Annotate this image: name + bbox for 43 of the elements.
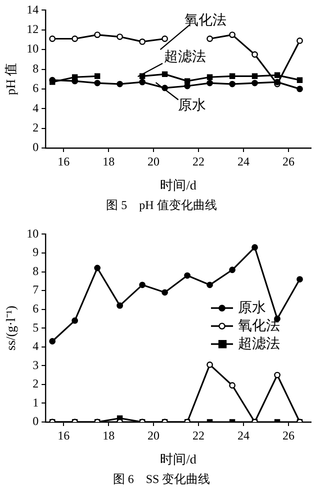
y-tick-label: 0 — [32, 140, 39, 154]
x-tick-label: 26 — [282, 154, 295, 168]
y-tick-label: 6 — [32, 81, 39, 96]
y-tick-label: 14 — [26, 2, 39, 16]
x-tick-label: 20 — [148, 428, 160, 442]
y-tick-label: 8 — [32, 61, 39, 76]
y-tick-label: 12 — [26, 22, 39, 36]
y-tick-label: 4 — [32, 100, 39, 115]
text: 图 5 pH 值变化曲线 — [105, 198, 218, 212]
y-tick-label: 0 — [32, 414, 39, 428]
y-tick-label: 8 — [32, 264, 39, 278]
x-tick-label: 16 — [58, 428, 70, 442]
text: 图 6 SS 变化曲线 — [112, 472, 212, 486]
y-tick-label: 3 — [32, 358, 39, 372]
legend-label: 超滤法 — [164, 49, 206, 66]
legend-label: 原水 — [238, 300, 266, 316]
x-tick-label: 24 — [238, 428, 250, 442]
y-tick-label: 5 — [32, 320, 39, 334]
y-axis-title: pH 值 — [3, 63, 18, 96]
y-tick-label: 10 — [26, 42, 39, 56]
x-tick-label: 24 — [238, 154, 250, 168]
legend-label: 原水 — [178, 97, 206, 114]
legend-label: 超滤法 — [238, 336, 280, 352]
x-tick-label: 18 — [102, 154, 115, 168]
x-tick-label: 22 — [192, 428, 205, 442]
y-tick-label: 9 — [32, 245, 39, 260]
x-axis-title: 时间/d — [160, 178, 197, 193]
x-tick-label: 16 — [58, 154, 70, 168]
x-axis-title: 时间/d — [160, 452, 197, 467]
y-tick-label: 4 — [32, 339, 39, 354]
y-tick-label: 1 — [32, 395, 39, 410]
y-tick-label: 7 — [32, 282, 39, 297]
x-tick-label: 26 — [282, 428, 295, 442]
y-tick-label: 2 — [32, 376, 39, 391]
y-tick-label: 10 — [26, 226, 39, 240]
series-label: 氧化法 — [184, 12, 226, 29]
y-axis-title: ss/(g·l⁻¹) — [3, 306, 18, 350]
x-tick-label: 20 — [148, 154, 160, 168]
x-tick-label: 18 — [102, 428, 115, 442]
y-tick-label: 2 — [32, 120, 39, 134]
x-tick-label: 22 — [192, 154, 205, 168]
y-tick-label: 6 — [32, 301, 39, 316]
legend-label: 氧化法 — [238, 318, 280, 334]
